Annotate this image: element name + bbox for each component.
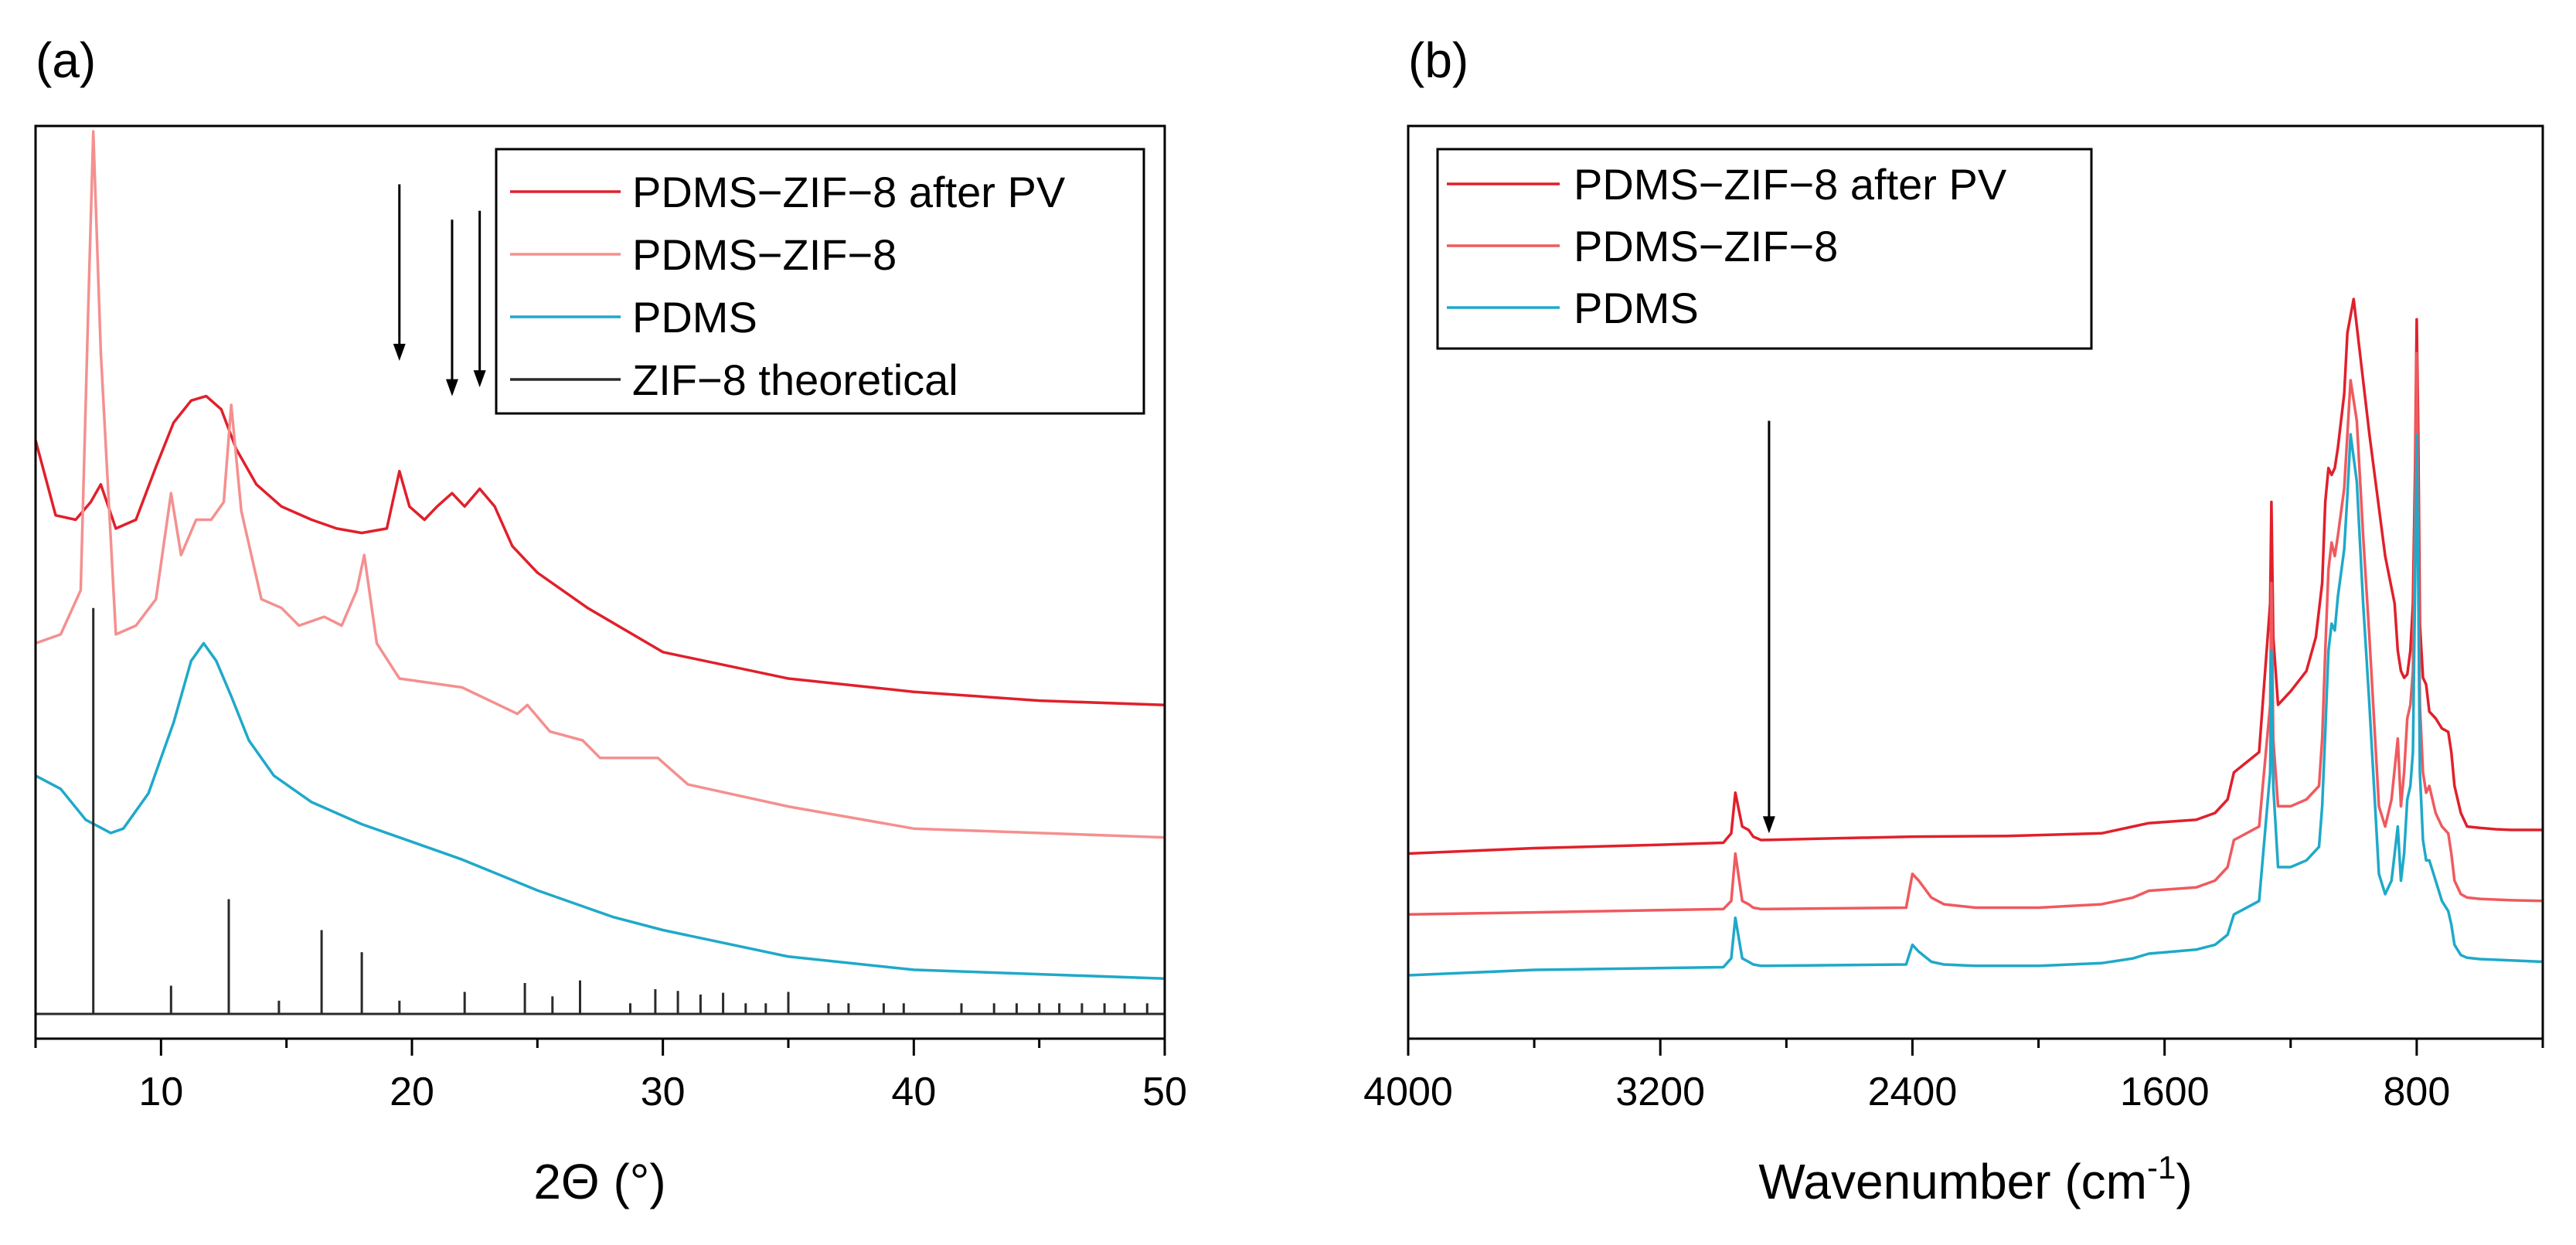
panel-a-arrow-2-head xyxy=(445,379,458,396)
panel-b-tick-label: 3200 xyxy=(1615,1070,1705,1114)
panel-b-tick-label: 4000 xyxy=(1363,1070,1453,1114)
panel-a-tick-label: 10 xyxy=(138,1070,183,1114)
panel-b-x-axis-title-suffix: ) xyxy=(2176,1154,2192,1209)
panel-a-arrow-1-head xyxy=(393,343,406,361)
panel-a-tick-label: 40 xyxy=(891,1070,936,1114)
panel-b-arrow-1-head xyxy=(1762,816,1775,834)
series-pdms-zif8-after-pv-line xyxy=(34,394,1165,707)
panel-b-x-ticks: 4000 3200 2400 1600 800 xyxy=(1363,1039,2544,1114)
series-ftir-pdms-zif8-after-pv-line xyxy=(1407,298,2543,856)
panel-a-x-axis-title: 2Θ (°) xyxy=(533,1154,665,1209)
panel-b-arrows xyxy=(1762,420,1775,834)
panel-b-x-axis-title: Wavenumber (cm-1) xyxy=(1758,1149,2192,1209)
series-pdms-zif8-line xyxy=(35,130,1165,839)
series-ftir-pdms-zif8-line xyxy=(1407,352,2544,917)
panel-b-x-axis-title-superscript: -1 xyxy=(2147,1149,2176,1185)
panel-b-tick-label: 1600 xyxy=(2120,1070,2210,1114)
panel-b-plot-frame xyxy=(1407,124,2544,1040)
series-pdms-line xyxy=(35,641,1165,981)
panel-a-series xyxy=(34,130,1165,1015)
panel-b-tick-label: 2400 xyxy=(1868,1070,1958,1114)
panel-b-series xyxy=(1407,298,2544,977)
panel-a-x-ticks: 10 20 30 40 50 xyxy=(34,1039,1187,1114)
panel-a-tick-label: 50 xyxy=(1142,1070,1187,1114)
series-zif8-theoretical-line xyxy=(36,607,1165,1015)
panel-b-ftir: (b) 4000 3200 2400 1600 800 Wavenumber (cm-1… xyxy=(1363,32,2544,1209)
panel-a-legend-label: PDMS−ZIF−8 after PV xyxy=(632,168,1066,216)
panel-a-xrd: (a) 10 20 30 40 50 2Θ (°) PDMS−ZIF−8 after P… xyxy=(34,32,1187,1209)
panel-a-arrows xyxy=(393,184,486,396)
panel-b-legend-label: PDMS xyxy=(1574,284,1699,332)
panel-b-legend: PDMS−ZIF−8 after PV PDMS−ZIF−8 PDMS xyxy=(1436,148,2093,350)
panel-a-tick-label: 30 xyxy=(641,1070,686,1114)
panel-a-legend-label: PDMS−ZIF−8 xyxy=(632,230,897,279)
panel-a-tick-label: 20 xyxy=(390,1070,434,1114)
panel-a-legend-label: ZIF−8 theoretical xyxy=(632,355,958,404)
panel-a-label: (a) xyxy=(36,32,96,88)
series-ftir-pdms-line xyxy=(1407,433,2544,977)
panel-a-arrow-3-head xyxy=(473,370,486,388)
panel-a-legend-label: PDMS xyxy=(632,293,757,342)
panel-b-legend-box xyxy=(1436,148,2093,350)
panel-b-x-axis-title-main: Wavenumber (cm xyxy=(1758,1154,2147,1209)
panel-b-legend-label: PDMS−ZIF−8 xyxy=(1574,222,1838,270)
panel-a-plot-frame xyxy=(34,124,1166,1040)
panel-a-legend-box xyxy=(495,148,1145,415)
panel-a-legend: PDMS−ZIF−8 after PV PDMS−ZIF−8 PDMS ZIF−8 t… xyxy=(495,148,1145,415)
panel-b-tick-label: 800 xyxy=(2384,1070,2451,1114)
panel-b-legend-label: PDMS−ZIF−8 after PV xyxy=(1574,160,2007,209)
panel-b-label: (b) xyxy=(1408,32,1468,88)
